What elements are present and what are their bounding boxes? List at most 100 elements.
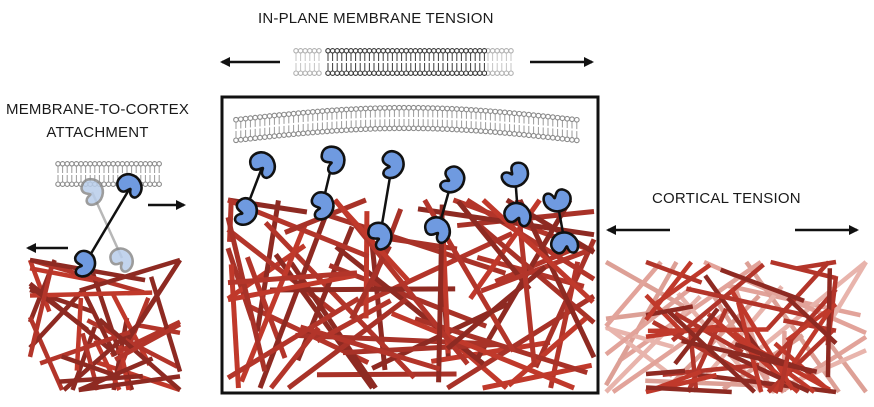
- lipid-head: [439, 126, 446, 132]
- lipid-head: [353, 126, 359, 133]
- actin-filament-icon: [727, 351, 810, 394]
- actin-filament-icon: [28, 289, 85, 350]
- linker-protein-icon: [233, 197, 259, 226]
- lipid-head: [290, 131, 297, 138]
- actin-filament-icon: [227, 270, 358, 286]
- actin-filament-icon: [825, 268, 833, 378]
- lipid-head: [319, 128, 326, 135]
- lipid-head: [367, 126, 374, 132]
- lipid-head: [333, 127, 340, 134]
- lipid-head: [311, 48, 318, 54]
- lipid-head: [316, 70, 322, 76]
- lipid-head: [394, 48, 400, 54]
- actin-filament-icon: [78, 374, 181, 393]
- lipid-head: [569, 116, 575, 123]
- lipid-head: [325, 70, 331, 76]
- center-actin-network: [225, 197, 597, 391]
- lipid-head: [482, 107, 489, 114]
- lipid-head: [324, 128, 331, 135]
- lipid-head: [540, 133, 547, 140]
- lipid-head: [525, 111, 532, 118]
- actin-filament-icon: [356, 231, 514, 308]
- actin-filament-icon: [681, 338, 818, 374]
- lipid-head: [147, 161, 153, 167]
- lipid-head: [453, 106, 460, 112]
- actin-filament-icon: [269, 326, 321, 390]
- lipid-head: [506, 109, 513, 116]
- lipid-head: [494, 70, 500, 76]
- actin-filament-icon: [136, 322, 181, 336]
- lipid-head: [319, 108, 326, 114]
- lipid-head: [549, 114, 556, 120]
- lipid-head: [472, 70, 478, 76]
- lipid-head: [142, 161, 149, 167]
- lipid-head: [242, 115, 249, 122]
- lipid-head: [329, 48, 336, 54]
- lipid-head: [252, 114, 259, 121]
- actin-filament-icon: [239, 222, 308, 383]
- lipid-head: [458, 48, 465, 54]
- actin-filament-icon: [74, 297, 84, 371]
- linker-protein-icon: [500, 161, 530, 188]
- lipid-head: [454, 48, 460, 54]
- lipid-head: [516, 131, 523, 138]
- lipid-head: [343, 48, 350, 54]
- lipid-head: [410, 104, 417, 111]
- actin-filament-icon: [59, 373, 143, 384]
- lipid-head: [467, 48, 474, 54]
- lipid-head: [453, 126, 460, 133]
- actin-filament-icon: [673, 311, 744, 355]
- lipid-head: [559, 115, 566, 122]
- lipid-head: [398, 70, 405, 76]
- actin-filament-icon: [349, 244, 392, 320]
- actin-filament-icon: [390, 311, 575, 391]
- lipid-head: [398, 48, 405, 54]
- actin-filament-icon: [517, 198, 597, 359]
- actin-filament-icon: [604, 324, 674, 378]
- linker-protein-icon: [73, 249, 97, 278]
- actin-filament-icon: [465, 197, 596, 282]
- lipid-head: [59, 161, 66, 167]
- lipid-head: [403, 70, 409, 76]
- lipid-head: [417, 48, 423, 54]
- actin-filament-icon: [645, 259, 703, 285]
- lipid-head: [142, 181, 149, 187]
- lipid-head: [421, 48, 428, 54]
- lipid-head: [329, 128, 335, 134]
- lipid-head: [449, 48, 455, 54]
- lipid-head: [385, 48, 391, 54]
- lipid-head: [503, 70, 510, 76]
- lipid-head: [396, 104, 403, 111]
- lipid-head: [338, 106, 345, 113]
- lipid-head: [138, 161, 144, 167]
- lipid-head: [293, 70, 299, 76]
- lipid-head: [434, 105, 441, 112]
- lipid-head: [408, 48, 414, 54]
- lipid-head: [564, 136, 571, 143]
- lipid-head: [348, 70, 354, 76]
- lipid-head: [545, 113, 551, 120]
- lipid-head: [573, 116, 580, 123]
- lipid-head: [348, 106, 355, 113]
- membrane-to-cortex-label-line1: MEMBRANE-TO-CORTEX: [6, 101, 190, 118]
- actin-filament-icon: [514, 199, 537, 368]
- actin-filament-icon: [480, 246, 595, 294]
- lipid-head: [554, 135, 561, 142]
- lipid-head: [290, 110, 297, 117]
- right-actin-network: [604, 259, 868, 395]
- actin-filament-icon: [363, 211, 370, 319]
- lipid-head: [535, 112, 542, 119]
- actin-filament-icon: [506, 316, 588, 388]
- lipid-head: [481, 48, 488, 54]
- membrane-to-cortex-label-line2: ATTACHMENT: [46, 124, 149, 141]
- lipid-head: [435, 70, 442, 76]
- lipid-head: [309, 109, 316, 115]
- linker-protein-icon: [109, 247, 134, 273]
- lipid-head: [412, 70, 419, 76]
- actin-filament-icon: [604, 260, 663, 328]
- cortical-tension-label: CORTICAL TENSION: [652, 190, 801, 207]
- lipid-head: [281, 132, 287, 139]
- actin-filament-icon: [796, 259, 837, 271]
- lipid-head: [233, 137, 239, 144]
- lipid-head: [352, 48, 359, 54]
